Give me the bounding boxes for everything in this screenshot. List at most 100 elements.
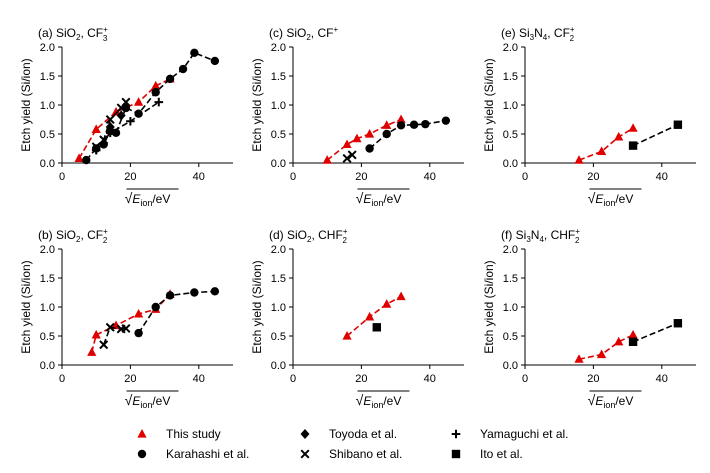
svg-text:√Eion/eV: √Eion/eV xyxy=(356,190,402,208)
legend-label: Toyoda et al. xyxy=(329,427,397,441)
y-tick-label: 1.0 xyxy=(271,100,286,112)
data-point xyxy=(151,302,160,312)
y-tick-label: 1.5 xyxy=(503,71,518,83)
y-tick-label: 0.5 xyxy=(271,129,286,141)
data-point xyxy=(82,155,91,165)
y-tick-label: 0.0 xyxy=(271,158,286,170)
series-line xyxy=(578,334,634,360)
series-line xyxy=(346,295,402,337)
legend-label: This study xyxy=(166,427,221,441)
data-point xyxy=(165,74,175,84)
x-tick-label: 0 xyxy=(59,373,65,385)
x-tick-label: 0 xyxy=(59,171,65,183)
legend-marker-square-icon xyxy=(451,449,461,459)
y-tick-label: 1.0 xyxy=(503,100,518,112)
legend-label: Yamaguchi et al. xyxy=(480,427,569,441)
data-point xyxy=(74,153,84,162)
legend-entry: Karahashi et al. xyxy=(137,447,249,461)
y-tick-label: 2.0 xyxy=(40,244,55,256)
series-ito-et-al xyxy=(372,323,381,332)
series-line xyxy=(632,123,679,147)
data-point xyxy=(382,299,392,308)
data-point xyxy=(151,88,160,97)
series-line xyxy=(632,322,679,343)
series-this-study xyxy=(574,123,638,164)
y-tick-label: 1.0 xyxy=(271,302,286,314)
y-tick-label: 1.5 xyxy=(271,273,286,285)
x-axis-label: √Eion/eV xyxy=(125,390,179,410)
y-tick-label: 1.0 xyxy=(40,302,55,314)
y-tick-label: 1.5 xyxy=(40,71,55,83)
x-tick-label: 40 xyxy=(424,373,436,385)
y-axis-label: Etch yield (Si/ion) xyxy=(19,58,33,151)
data-point xyxy=(365,129,375,138)
x-axis-label: √Eion/eV xyxy=(588,390,642,410)
data-point xyxy=(342,139,352,149)
x-tick-label: 40 xyxy=(193,171,205,183)
legend-label: Ito et al. xyxy=(480,447,523,461)
data-point xyxy=(574,354,584,363)
data-point xyxy=(126,116,135,126)
legend-marker-circle-icon xyxy=(137,449,147,459)
data-point xyxy=(105,322,115,332)
series-this-study xyxy=(74,73,175,162)
series-karahashi-et-al xyxy=(134,287,220,338)
series-line xyxy=(102,326,127,345)
data-point xyxy=(365,144,374,153)
series-toyoda-et-al xyxy=(105,110,126,133)
series-this-study xyxy=(342,291,406,340)
panel-f: 0.0 0.5 1.0 1.5 2.0 0 20 40 Etch yield (Si/ion) √… xyxy=(482,227,696,410)
data-point xyxy=(597,349,607,359)
data-point xyxy=(628,123,638,132)
data-point xyxy=(154,97,164,107)
svg-text:√Eion/eV: √Eion/eV xyxy=(125,190,171,208)
data-point xyxy=(628,329,638,339)
data-point xyxy=(105,128,115,138)
data-point xyxy=(190,288,199,297)
data-point xyxy=(91,145,101,155)
data-point xyxy=(396,114,406,124)
panel-title: (e) Si3N4, CF+ 2 xyxy=(501,25,575,43)
legend: This study Toyoda et al. Yamaguchi et al. K… xyxy=(137,427,569,461)
x-tick-label: 20 xyxy=(124,373,136,385)
series-line xyxy=(369,119,447,150)
series-this-study xyxy=(322,114,406,164)
panel-b: 0.0 0.5 1.0 1.5 2.0 0 20 40 Etch yield (Si/ion) √… xyxy=(19,227,233,410)
series-shibano-et-al xyxy=(99,322,131,350)
y-tick-label: 0.0 xyxy=(40,360,55,372)
x-axis-label: √Eion/eV xyxy=(588,188,642,208)
legend-entry: Shibano et al. xyxy=(300,447,402,461)
data-point xyxy=(134,308,144,318)
data-point xyxy=(352,133,362,143)
y-axis-label: Etch yield (Si/ion) xyxy=(250,260,264,353)
y-tick-label: 1.0 xyxy=(503,302,518,314)
data-point xyxy=(365,311,375,321)
y-tick-label: 1.5 xyxy=(503,273,518,285)
x-tick-label: 0 xyxy=(522,171,528,183)
y-tick-label: 0.5 xyxy=(503,129,518,141)
series-line xyxy=(326,118,402,161)
data-point xyxy=(673,319,683,328)
y-tick-label: 0.0 xyxy=(271,360,286,372)
data-point xyxy=(409,120,419,129)
y-tick-label: 2.0 xyxy=(503,42,518,54)
panel-title: (a) SiO2, CF+ 3 xyxy=(38,25,108,43)
legend-marker-diamond-icon xyxy=(300,429,310,439)
data-point xyxy=(396,121,406,130)
y-axis-label: Etch yield (Si/ion) xyxy=(19,260,33,353)
data-point xyxy=(372,323,381,332)
y-tick-label: 0.0 xyxy=(503,360,518,372)
data-point xyxy=(111,128,121,138)
data-point xyxy=(178,64,188,74)
data-point xyxy=(628,337,638,346)
data-point xyxy=(165,291,175,300)
data-point xyxy=(87,347,97,356)
data-point xyxy=(382,120,392,129)
data-point xyxy=(121,97,131,107)
panel-d: 0.0 0.5 1.0 1.5 2.0 0 20 40 Etch yield (Si/ion) √… xyxy=(250,227,464,410)
y-axis-label: Etch yield (Si/ion) xyxy=(482,58,496,151)
y-tick-label: 1.0 xyxy=(40,100,55,112)
data-point xyxy=(190,48,199,57)
data-point xyxy=(210,56,220,66)
data-point xyxy=(614,131,624,141)
